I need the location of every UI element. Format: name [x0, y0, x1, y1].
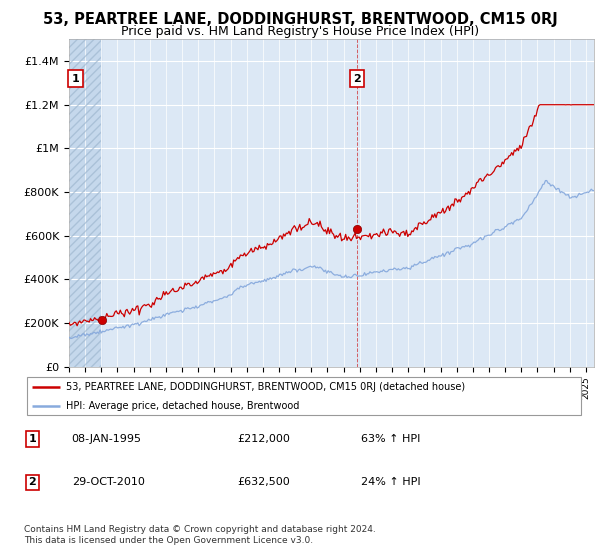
FancyBboxPatch shape [27, 377, 581, 415]
Text: Price paid vs. HM Land Registry's House Price Index (HPI): Price paid vs. HM Land Registry's House … [121, 25, 479, 38]
Text: HPI: Average price, detached house, Brentwood: HPI: Average price, detached house, Bren… [66, 401, 299, 411]
Text: 1: 1 [29, 434, 36, 444]
Text: £212,000: £212,000 [237, 434, 290, 444]
Text: This data is licensed under the Open Government Licence v3.0.: This data is licensed under the Open Gov… [24, 536, 313, 545]
Text: 2: 2 [29, 478, 36, 488]
Text: 1: 1 [71, 73, 79, 83]
Text: 53, PEARTREE LANE, DODDINGHURST, BRENTWOOD, CM15 0RJ: 53, PEARTREE LANE, DODDINGHURST, BRENTWO… [43, 12, 557, 27]
Text: 53, PEARTREE LANE, DODDINGHURST, BRENTWOOD, CM15 0RJ (detached house): 53, PEARTREE LANE, DODDINGHURST, BRENTWO… [66, 381, 465, 391]
Text: 2: 2 [353, 73, 361, 83]
Text: 24% ↑ HPI: 24% ↑ HPI [361, 478, 420, 488]
Bar [69, 39, 101, 367]
Text: 29-OCT-2010: 29-OCT-2010 [71, 478, 145, 488]
Text: 08-JAN-1995: 08-JAN-1995 [71, 434, 142, 444]
Bar [69, 39, 101, 367]
Text: £632,500: £632,500 [237, 478, 290, 488]
Text: 63% ↑ HPI: 63% ↑ HPI [361, 434, 420, 444]
Text: Contains HM Land Registry data © Crown copyright and database right 2024.: Contains HM Land Registry data © Crown c… [24, 525, 376, 534]
